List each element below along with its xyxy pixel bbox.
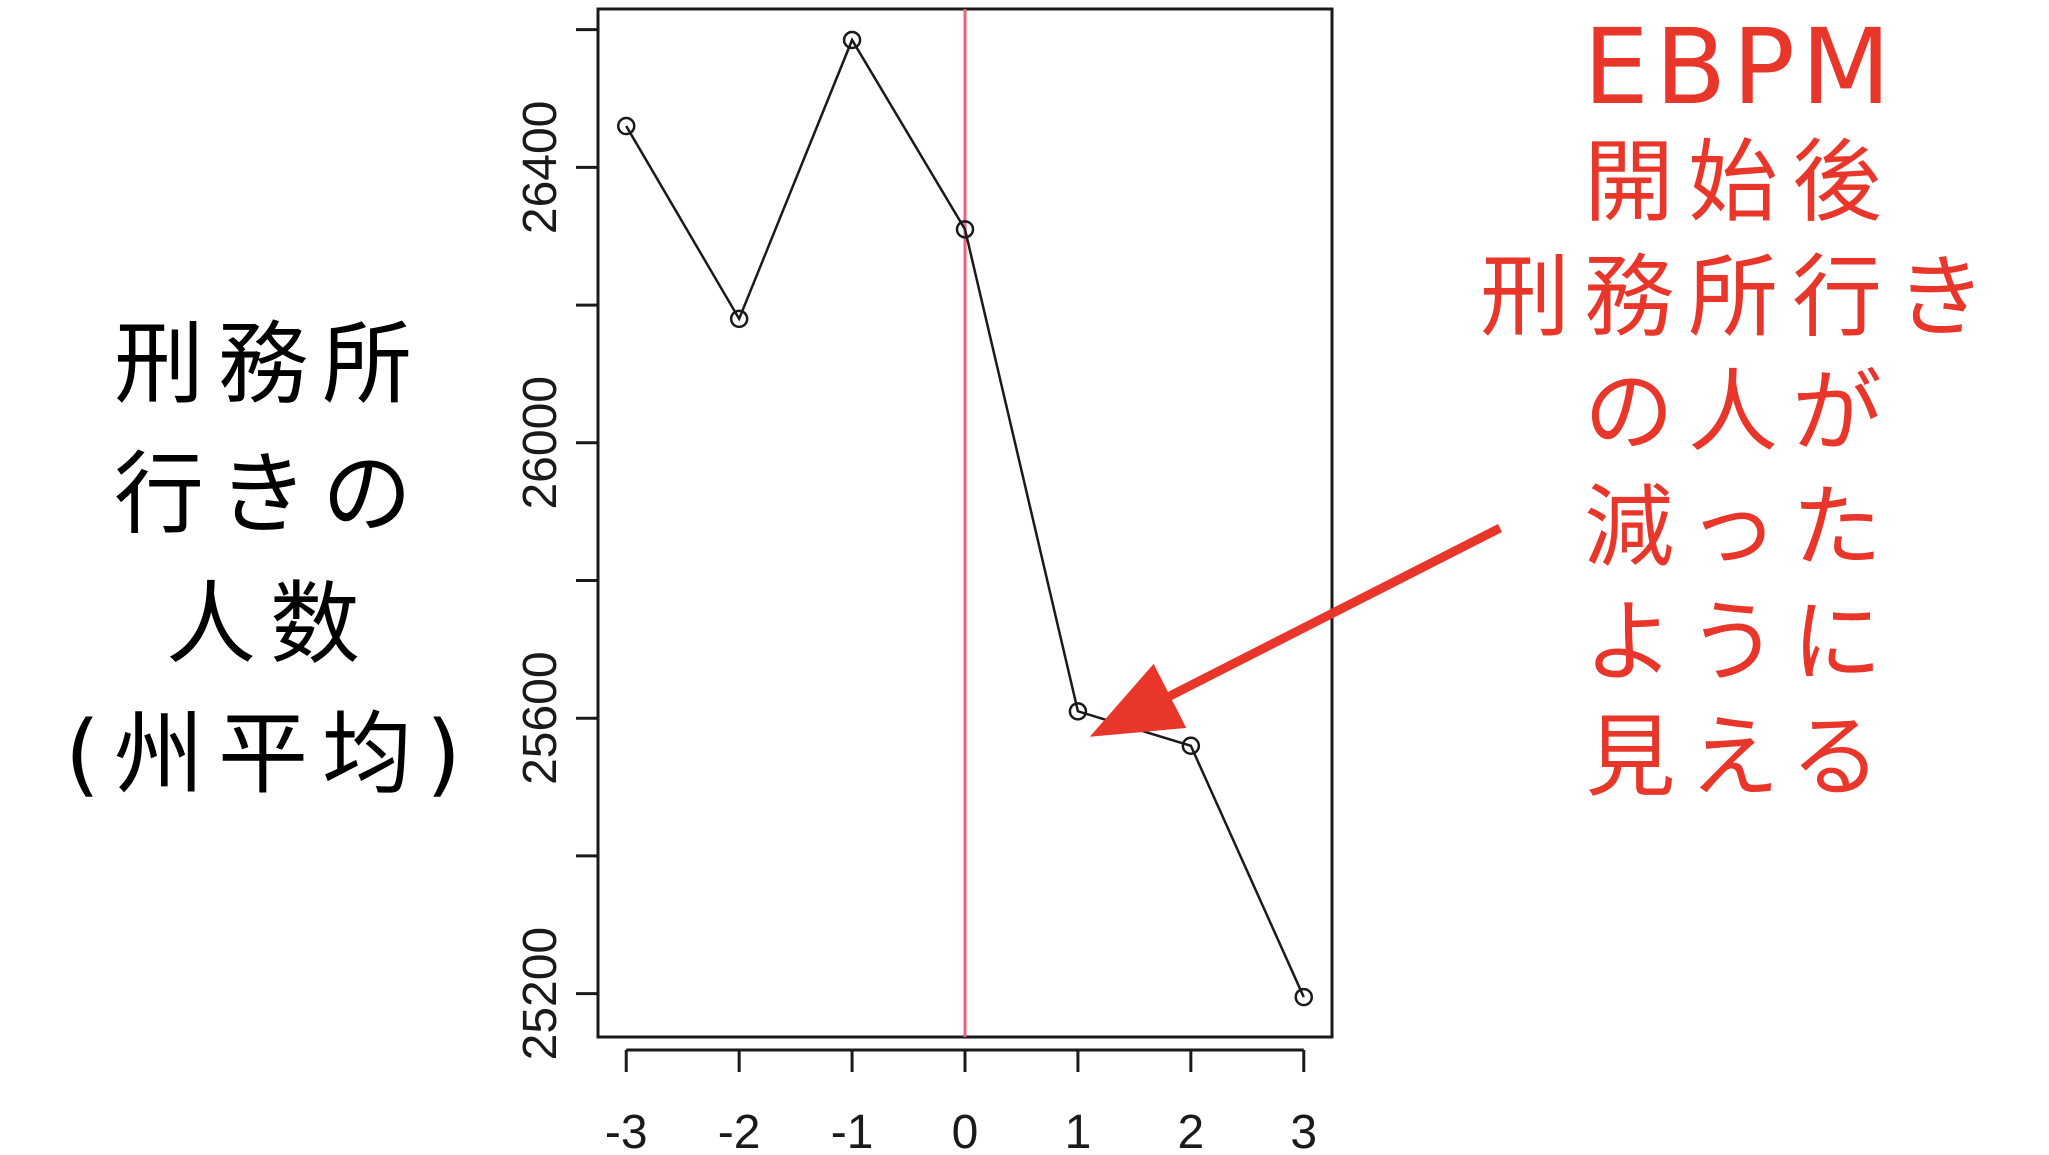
y-tick-label: 26400 bbox=[514, 101, 567, 234]
annotation-line-7: 見える bbox=[1585, 705, 1895, 810]
data-point bbox=[729, 309, 749, 329]
data-point bbox=[1181, 736, 1201, 755]
data-point bbox=[616, 116, 636, 136]
data-point bbox=[842, 30, 862, 50]
y-tick-label: 26000 bbox=[514, 376, 567, 509]
y-tick-label: 25200 bbox=[514, 927, 567, 1060]
data-point bbox=[955, 220, 975, 239]
x-tick-label: -1 bbox=[831, 1106, 874, 1155]
y-axis-label: 刑務所 行きの 人数 (州平均) bbox=[0, 300, 540, 820]
x-axis: -3 -2 -1 0 1 2 3 bbox=[605, 1048, 1317, 1155]
annotation-line-5: 減った bbox=[1584, 475, 1896, 580]
annotation-arrow bbox=[1089, 523, 1503, 737]
annotation-line-1: EBPM bbox=[1583, 6, 1897, 128]
x-tick-label: 0 bbox=[952, 1106, 979, 1155]
annotation-text: EBPM 開始後 刑務所行き の人が 減った ように 見える bbox=[1430, 10, 2049, 815]
annotation-line-2: 開始後 bbox=[1584, 130, 1896, 235]
x-tick-label: 2 bbox=[1177, 1106, 1204, 1155]
y-axis: 25200 25600 26000 26400 bbox=[514, 28, 598, 1060]
x-tick-label: -2 bbox=[718, 1106, 761, 1155]
x-tick-label: -3 bbox=[605, 1106, 648, 1155]
series-line bbox=[625, 37, 1305, 998]
data-point bbox=[1068, 702, 1088, 721]
data-points bbox=[616, 30, 1314, 1007]
y-axis-label-line-1: 刑務所 bbox=[114, 312, 426, 417]
data-point bbox=[1294, 987, 1314, 1007]
y-axis-label-line-2: 行きの bbox=[114, 442, 426, 547]
annotation-line-6: ように bbox=[1584, 590, 1896, 695]
annotation-line-4: の人が bbox=[1584, 360, 1896, 465]
y-tick-label: 25600 bbox=[514, 651, 567, 784]
y-axis-label-line-3: 人数 bbox=[166, 572, 374, 677]
annotation-line-3: 刑務所行き bbox=[1480, 245, 2000, 350]
x-tick-label: 1 bbox=[1065, 1106, 1092, 1155]
y-axis-label-line-4: (州平均) bbox=[64, 702, 476, 807]
x-tick-label: 3 bbox=[1290, 1106, 1317, 1155]
